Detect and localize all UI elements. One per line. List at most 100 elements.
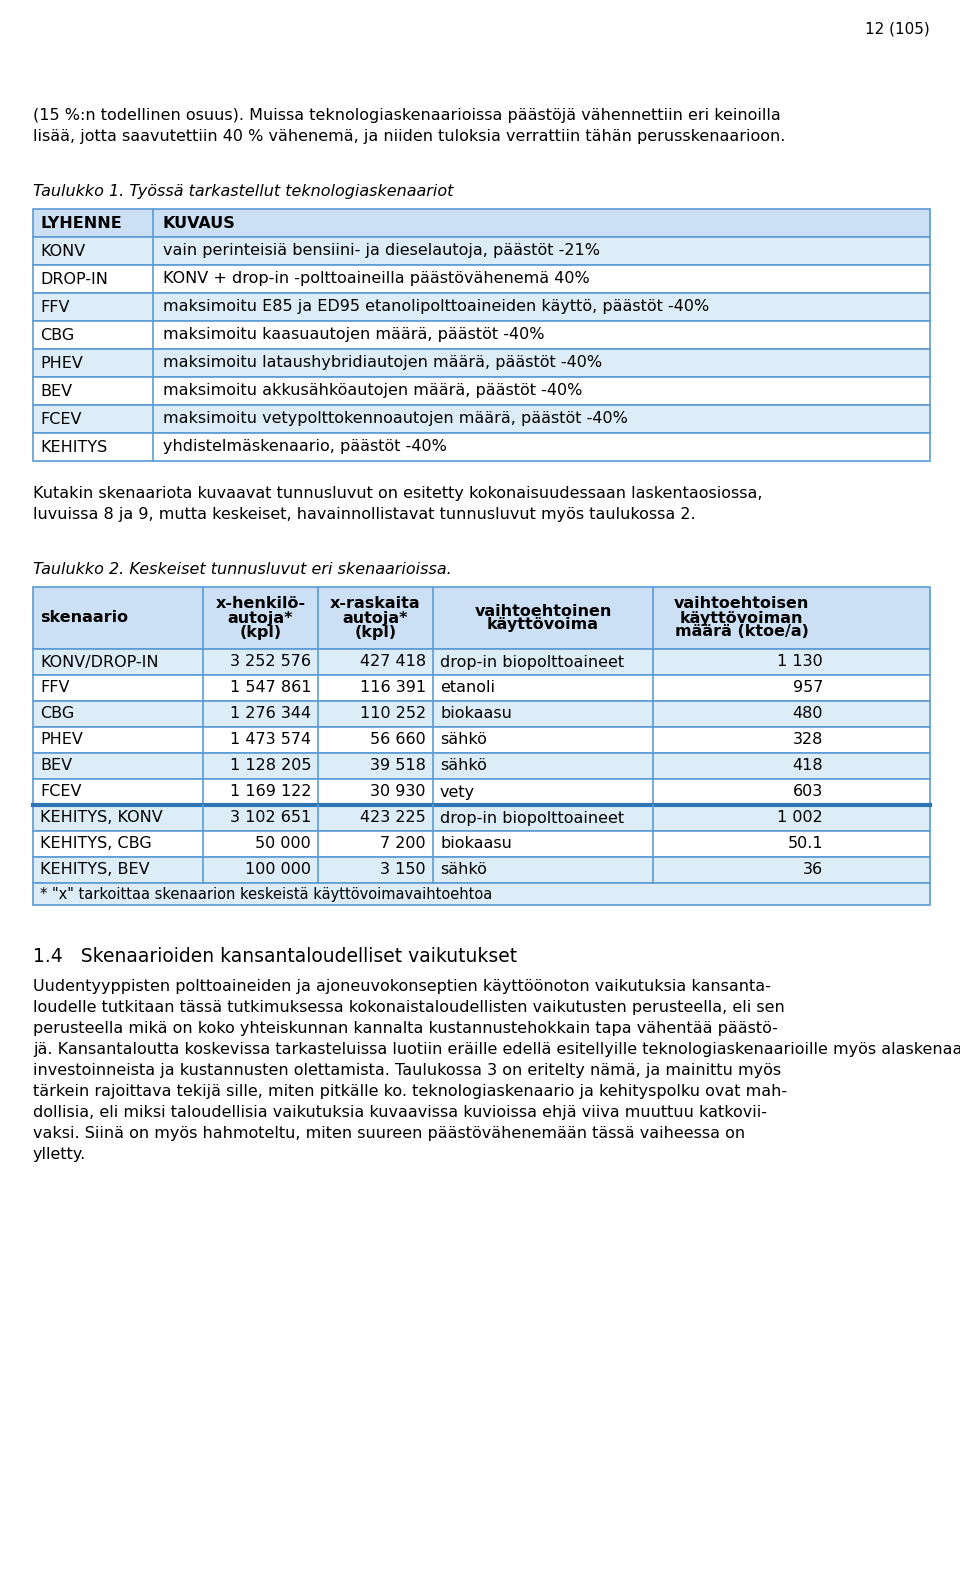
Text: KONV: KONV — [40, 243, 85, 259]
Text: jä. Kansantaloutta koskevissa tarkasteluissa luotiin eräille edellä esitellyille: jä. Kansantaloutta koskevissa tarkastelu… — [33, 1042, 960, 1056]
Text: käyttövoiman: käyttövoiman — [680, 611, 804, 625]
Text: vaksi. Siinä on myös hahmoteltu, miten suureen päästövähenemään tässä vaiheessa : vaksi. Siinä on myös hahmoteltu, miten s… — [33, 1126, 745, 1142]
Text: 328: 328 — [793, 733, 823, 747]
Text: maksimoitu lataushybridiautojen määrä, päästöt -40%: maksimoitu lataushybridiautojen määrä, p… — [163, 355, 602, 371]
Text: 39 518: 39 518 — [371, 758, 426, 774]
Text: 3 102 651: 3 102 651 — [229, 810, 311, 826]
Text: 427 418: 427 418 — [360, 655, 426, 669]
Text: dollisia, eli miksi taloudellisia vaikutuksia kuvaavissa kuvioissa ehjä viiva mu: dollisia, eli miksi taloudellisia vaikut… — [33, 1105, 767, 1120]
FancyBboxPatch shape — [33, 726, 930, 753]
Text: maksimoitu kaasuautojen määrä, päästöt -40%: maksimoitu kaasuautojen määrä, päästöt -… — [163, 327, 544, 343]
Text: x-raskaita: x-raskaita — [330, 597, 420, 611]
Text: investoinneista ja kustannusten olettamista. Taulukossa 3 on eritelty nämä, ja m: investoinneista ja kustannusten olettami… — [33, 1063, 781, 1078]
FancyBboxPatch shape — [33, 294, 930, 321]
FancyBboxPatch shape — [33, 649, 930, 674]
Text: DROP-IN: DROP-IN — [40, 272, 108, 286]
Text: CBG: CBG — [40, 327, 74, 343]
Text: 116 391: 116 391 — [360, 681, 426, 695]
Text: 3 252 576: 3 252 576 — [230, 655, 311, 669]
FancyBboxPatch shape — [33, 857, 930, 883]
Text: KONV + drop-in -polttoaineilla päästövähenemä 40%: KONV + drop-in -polttoaineilla päästöväh… — [163, 272, 589, 286]
Text: FCEV: FCEV — [40, 785, 82, 799]
Text: etanoli: etanoli — [440, 681, 495, 695]
FancyBboxPatch shape — [33, 237, 930, 265]
Text: maksimoitu akkusähköautojen määrä, päästöt -40%: maksimoitu akkusähköautojen määrä, pääst… — [163, 384, 583, 398]
Text: 480: 480 — [793, 706, 823, 722]
Text: x-henkilö-: x-henkilö- — [215, 597, 305, 611]
Text: KEHITYS, BEV: KEHITYS, BEV — [40, 862, 150, 878]
Text: drop-in biopolttoaineet: drop-in biopolttoaineet — [440, 655, 624, 669]
Text: PHEV: PHEV — [40, 733, 83, 747]
Text: 1 130: 1 130 — [778, 655, 823, 669]
FancyBboxPatch shape — [33, 701, 930, 726]
Text: KUVAUS: KUVAUS — [163, 215, 236, 231]
Text: * "x" tarkoittaa skenaarion keskeistä käyttövoimavaihtoehtoa: * "x" tarkoittaa skenaarion keskeistä kä… — [40, 886, 492, 902]
Text: 30 930: 30 930 — [371, 785, 426, 799]
Text: 36: 36 — [803, 862, 823, 878]
FancyBboxPatch shape — [33, 587, 930, 649]
Text: loudelle tutkitaan tässä tutkimuksessa kokonaistaloudellisten vaikutusten perust: loudelle tutkitaan tässä tutkimuksessa k… — [33, 1000, 784, 1015]
Text: tärkein rajoittava tekijä sille, miten pitkälle ko. teknologiaskenaario ja kehit: tärkein rajoittava tekijä sille, miten p… — [33, 1085, 787, 1099]
Text: 1 169 122: 1 169 122 — [229, 785, 311, 799]
Text: 1 547 861: 1 547 861 — [229, 681, 311, 695]
Text: maksimoitu E85 ja ED95 etanolipolttoaineiden käyttö, päästöt -40%: maksimoitu E85 ja ED95 etanolipolttoaine… — [163, 300, 709, 314]
FancyBboxPatch shape — [33, 778, 930, 805]
Text: CBG: CBG — [40, 706, 74, 722]
Text: vaihtoehtoinen: vaihtoehtoinen — [474, 603, 612, 619]
Text: FCEV: FCEV — [40, 412, 82, 426]
Text: 1 473 574: 1 473 574 — [229, 733, 311, 747]
Text: autoja*: autoja* — [228, 611, 293, 625]
Text: LYHENNE: LYHENNE — [40, 215, 122, 231]
Text: lisää, jotta saavutettiin 40 % vähenemä, ja niiden tuloksia verrattiin tähän per: lisää, jotta saavutettiin 40 % vähenemä,… — [33, 129, 785, 144]
FancyBboxPatch shape — [33, 753, 930, 778]
Text: yhdistelmäskenaario, päästöt -40%: yhdistelmäskenaario, päästöt -40% — [163, 439, 446, 455]
Text: drop-in biopolttoaineet: drop-in biopolttoaineet — [440, 810, 624, 826]
Text: KONV/DROP-IN: KONV/DROP-IN — [40, 655, 158, 669]
Text: Kutakin skenaariota kuvaavat tunnusluvut on esitetty kokonaisuudessaan laskentao: Kutakin skenaariota kuvaavat tunnusluvut… — [33, 486, 762, 501]
Text: FFV: FFV — [40, 300, 69, 314]
Text: sähkö: sähkö — [440, 758, 487, 774]
Text: vain perinteisiä bensiini- ja dieselautoja, päästöt -21%: vain perinteisiä bensiini- ja dieselauto… — [163, 243, 600, 259]
FancyBboxPatch shape — [33, 831, 930, 857]
Text: 1 002: 1 002 — [778, 810, 823, 826]
Text: 1 276 344: 1 276 344 — [229, 706, 311, 722]
Text: 3 150: 3 150 — [380, 862, 426, 878]
Text: määrä (ktoe/a): määrä (ktoe/a) — [675, 625, 808, 639]
Text: vety: vety — [440, 785, 475, 799]
Text: sähkö: sähkö — [440, 862, 487, 878]
FancyBboxPatch shape — [33, 674, 930, 701]
Text: 50.1: 50.1 — [787, 837, 823, 851]
Text: luvuissa 8 ja 9, mutta keskeiset, havainnollistavat tunnusluvut myös taulukossa : luvuissa 8 ja 9, mutta keskeiset, havain… — [33, 507, 696, 523]
Text: 100 000: 100 000 — [245, 862, 311, 878]
Text: (15 %:n todellinen osuus). Muissa teknologiaskenaarioissa päästöjä vähennettiin : (15 %:n todellinen osuus). Muissa teknol… — [33, 107, 780, 123]
FancyBboxPatch shape — [33, 321, 930, 349]
Text: KEHITYS, CBG: KEHITYS, CBG — [40, 837, 152, 851]
Text: 7 200: 7 200 — [380, 837, 426, 851]
Text: BEV: BEV — [40, 384, 72, 398]
FancyBboxPatch shape — [33, 265, 930, 294]
Text: perusteella mikä on koko yhteiskunnan kannalta kustannustehokkain tapa vähentää : perusteella mikä on koko yhteiskunnan ka… — [33, 1022, 778, 1036]
Text: 957: 957 — [793, 681, 823, 695]
Text: 12 (105): 12 (105) — [865, 22, 930, 36]
Text: Taulukko 1. Työssä tarkastellut teknologiaskenaariot: Taulukko 1. Työssä tarkastellut teknolog… — [33, 185, 453, 199]
Text: ylletty.: ylletty. — [33, 1146, 86, 1162]
Text: käyttövoima: käyttövoima — [487, 617, 599, 633]
Text: vaihtoehtoisen: vaihtoehtoisen — [674, 597, 809, 611]
Text: biokaasu: biokaasu — [440, 837, 512, 851]
Text: Taulukko 2. Keskeiset tunnusluvut eri skenaarioissa.: Taulukko 2. Keskeiset tunnusluvut eri sk… — [33, 562, 452, 576]
FancyBboxPatch shape — [33, 433, 930, 461]
Text: (kpl): (kpl) — [239, 625, 281, 639]
Text: KEHITYS: KEHITYS — [40, 439, 108, 455]
FancyBboxPatch shape — [33, 404, 930, 433]
Text: sähkö: sähkö — [440, 733, 487, 747]
Text: PHEV: PHEV — [40, 355, 83, 371]
Text: skenaario: skenaario — [40, 611, 128, 625]
Text: 1.4   Skenaarioiden kansantaloudelliset vaikutukset: 1.4 Skenaarioiden kansantaloudelliset va… — [33, 947, 517, 966]
Text: 110 252: 110 252 — [360, 706, 426, 722]
Text: 603: 603 — [793, 785, 823, 799]
Text: biokaasu: biokaasu — [440, 706, 512, 722]
Text: maksimoitu vetypolttokennoautojen määrä, päästöt -40%: maksimoitu vetypolttokennoautojen määrä,… — [163, 412, 628, 426]
Text: FFV: FFV — [40, 681, 69, 695]
Text: 418: 418 — [792, 758, 823, 774]
FancyBboxPatch shape — [33, 805, 930, 831]
